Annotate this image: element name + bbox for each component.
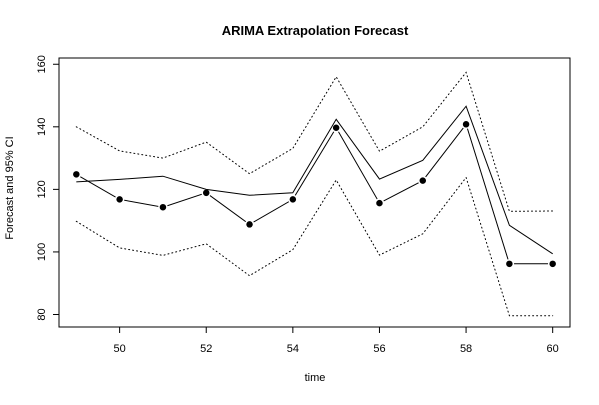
series-actual-point (71, 169, 82, 180)
y-axis: 80 100 120 140 160 (36, 55, 59, 321)
x-tick-label: 56 (373, 343, 385, 355)
series-actual-point (461, 119, 471, 130)
plot-frame (58, 57, 571, 328)
x-tick-label: 58 (460, 343, 472, 355)
y-tick-label: 80 (36, 308, 48, 320)
series-actual-point (331, 123, 341, 133)
series-actual-point (418, 175, 428, 186)
series-actual-point (288, 194, 298, 205)
series-actual-point (158, 202, 168, 212)
y-tick-label: 100 (36, 243, 48, 261)
x-tick-label: 52 (200, 343, 212, 355)
series-actual-point (504, 259, 515, 269)
x-axis-label: time (305, 372, 326, 384)
series-actual-point (374, 198, 385, 208)
y-tick-label: 140 (36, 118, 48, 136)
y-tick-label: 160 (36, 55, 48, 73)
series-upper-95-line (75, 71, 554, 212)
chart-title: ARIMA Extrapolation Forecast (222, 23, 409, 38)
series-actual-point (114, 194, 125, 205)
series-actual-point (547, 259, 558, 269)
series-forecast-line (76, 105, 553, 255)
series-actual-line (76, 123, 553, 265)
x-tick-label: 54 (287, 343, 299, 355)
x-tick-label: 60 (547, 343, 559, 355)
y-axis-label: Forecast and 95% CI (4, 136, 16, 239)
x-axis: 50 52 54 56 58 60 (114, 327, 559, 355)
series-actual-point (244, 219, 255, 230)
series-actual-point (201, 188, 211, 198)
x-tick-label: 50 (114, 343, 126, 355)
series-lower-95-line (75, 176, 554, 317)
y-tick-label: 120 (36, 180, 48, 198)
series-layer (71, 71, 558, 317)
